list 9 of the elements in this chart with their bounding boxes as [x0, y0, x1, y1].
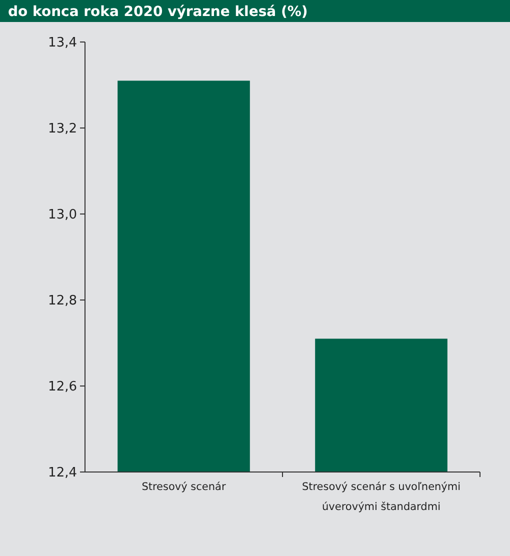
y-tick-label: 13,0 [48, 208, 77, 223]
x-tick-label: Stresový scenár [142, 481, 226, 493]
x-tick-label: Stresový scenár s uvoľnenými úverovými štandardmi [302, 481, 461, 513]
y-tick-label: 12,6 [48, 380, 77, 395]
y-tick-label: 13,4 [48, 36, 77, 51]
y-tick-label: 12,8 [48, 294, 77, 309]
y-tick-label: 13,2 [48, 122, 77, 137]
chart-title: do konca roka 2020 výrazne klesá (%) [8, 4, 308, 20]
y-tick-label: 12,4 [48, 466, 77, 481]
